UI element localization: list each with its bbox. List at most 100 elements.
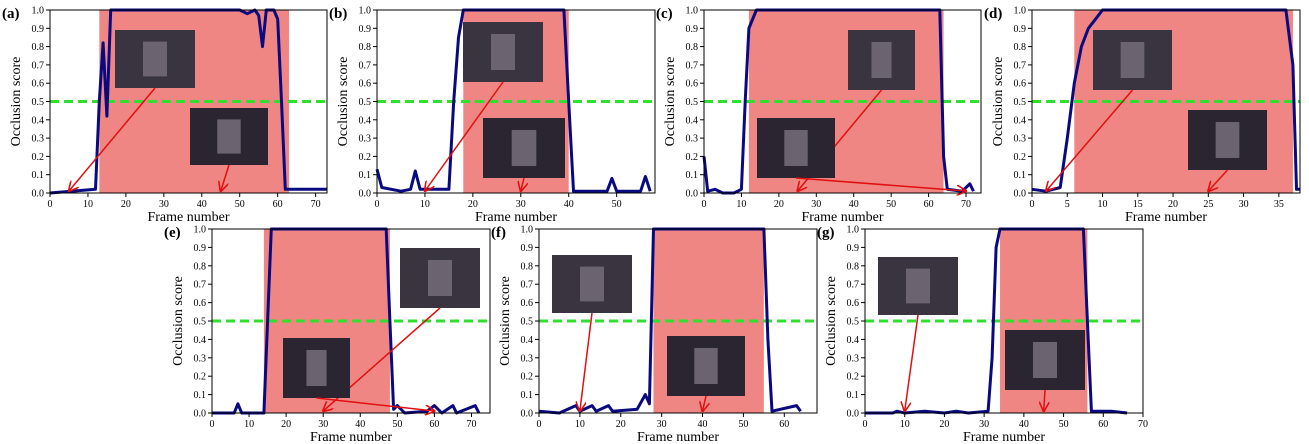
- panel-label: (c): [656, 6, 673, 22]
- thumbnail-highlight: [217, 119, 241, 154]
- x-tick-label: 5: [1065, 199, 1070, 210]
- x-axis-label: Frame number: [147, 210, 229, 225]
- pointer-arrow: [1044, 389, 1045, 411]
- y-axis-label: Occlusion score: [171, 276, 186, 366]
- y-tick-label: 0.8: [32, 42, 45, 53]
- y-tick-label: 0.7: [521, 280, 534, 291]
- y-tick-label: 0.6: [194, 298, 207, 309]
- x-tick-label: 30: [1239, 199, 1249, 210]
- y-tick-label: 1.0: [1014, 6, 1027, 17]
- x-tick-label: 20: [281, 419, 291, 430]
- y-tick-label: 0.1: [521, 390, 534, 401]
- score-line: [1031, 8, 1300, 193]
- thumbnail-highlight: [871, 42, 892, 78]
- panel: 0.0 0.1 0.2 0.3 0.4 0.5 0.6 0.7 0.8 0.9 1.0 0 10 20 30…: [656, 6, 982, 225]
- y-tick-label: 0.6: [521, 298, 534, 309]
- x-tick-label: 0: [702, 199, 707, 210]
- y-axis-label: Occlusion score: [663, 57, 678, 147]
- y-tick-label: 0.5: [1014, 97, 1027, 108]
- x-axis-label: Frame number: [475, 210, 557, 225]
- pointer-arrow: [316, 397, 435, 411]
- y-tick-label: 0.7: [194, 280, 207, 291]
- panel: 0.0 0.1 0.2 0.3 0.4 0.5 0.6 0.7 0.8 0.9 1.0 0 10 20 30…: [491, 225, 818, 444]
- x-tick-label: 10: [736, 199, 746, 210]
- y-axis-label: Occlusion score: [9, 57, 24, 147]
- thumbnail-highlight: [1120, 42, 1145, 78]
- y-tick-label: 0.0: [521, 409, 534, 420]
- x-tick-label: 30: [159, 199, 169, 210]
- x-tick-label: 35: [1274, 199, 1284, 210]
- y-tick-label: 0.9: [194, 243, 207, 254]
- y-tick-label: 0.2: [359, 152, 372, 163]
- y-tick-label: 0.6: [847, 298, 860, 309]
- y-tick-label: 0.4: [359, 115, 372, 126]
- x-tick-label: 0: [537, 419, 542, 430]
- y-tick-label: 0.1: [1014, 170, 1027, 181]
- x-tick-label: 30: [979, 419, 989, 430]
- y-tick-label: 0.4: [32, 115, 45, 126]
- y-tick-label: 0.8: [847, 261, 860, 272]
- y-tick-label: 0.4: [847, 335, 860, 346]
- y-tick-label: 0.1: [194, 390, 207, 401]
- panel: 0.0 0.1 0.2 0.3 0.4 0.5 0.6 0.7 0.8 0.9 1.0 0 10 20 30…: [329, 6, 656, 225]
- x-tick-label: 50: [1059, 419, 1069, 430]
- x-tick-label: 20: [1168, 199, 1178, 210]
- pointer-arrow: [1046, 89, 1134, 191]
- panel-label: (d): [984, 6, 1002, 22]
- x-tick-label: 10: [1098, 199, 1108, 210]
- y-tick-label: 0.5: [686, 97, 699, 108]
- x-axis-label: Frame number: [310, 430, 392, 444]
- y-tick-label: 0.3: [686, 134, 699, 145]
- y-tick-label: 0.2: [521, 372, 534, 383]
- x-tick-label: 60: [429, 419, 439, 430]
- y-tick-label: 0.2: [847, 372, 860, 383]
- y-tick-label: 0.6: [359, 79, 372, 90]
- y-tick-label: 0.8: [194, 261, 207, 272]
- pointer-arrow: [221, 164, 230, 191]
- thumbnail-highlight: [143, 41, 167, 77]
- y-tick-label: 0.5: [194, 317, 207, 328]
- pointer-arrow: [905, 314, 919, 411]
- y-tick-label: 0.7: [359, 60, 372, 71]
- y-tick-label: 0.6: [32, 79, 45, 90]
- panel: 0.0 0.1 0.2 0.3 0.4 0.5 0.6 0.7 0.8 0.9 1.0 0 10 20 30…: [2, 6, 328, 225]
- y-tick-label: 0.7: [32, 60, 45, 71]
- x-axis-label: Frame number: [1125, 210, 1207, 225]
- x-tick-label: 30: [516, 199, 526, 210]
- y-tick-label: 0.5: [521, 317, 534, 328]
- y-tick-label: 0.0: [194, 409, 207, 420]
- y-tick-label: 0.1: [359, 170, 372, 181]
- y-tick-label: 0.4: [1014, 115, 1027, 126]
- x-tick-label: 60: [924, 199, 934, 210]
- pointer-arrow: [69, 87, 156, 191]
- y-tick-label: 1.0: [194, 225, 207, 236]
- x-tick-label: 60: [273, 199, 283, 210]
- pointer-arrow: [425, 81, 504, 191]
- y-tick-label: 0.2: [686, 152, 699, 163]
- thumbnail-highlight: [1215, 122, 1240, 158]
- x-tick-label: 10: [83, 199, 93, 210]
- y-tick-label: 0.0: [847, 409, 860, 420]
- y-tick-label: 0.3: [194, 353, 207, 364]
- y-tick-label: 0.9: [359, 24, 372, 35]
- y-tick-label: 0.2: [1014, 152, 1027, 163]
- x-tick-label: 20: [468, 199, 478, 210]
- y-axis-label: Occlusion score: [336, 57, 351, 147]
- y-tick-label: 0.7: [1014, 60, 1027, 71]
- y-tick-label: 0.9: [32, 24, 45, 35]
- y-tick-label: 1.0: [359, 6, 372, 17]
- y-tick-label: 0.7: [847, 280, 860, 291]
- y-tick-label: 0.4: [194, 335, 207, 346]
- x-tick-label: 30: [811, 199, 821, 210]
- x-tick-label: 50: [886, 199, 896, 210]
- panel: 0.0 0.1 0.2 0.3 0.4 0.5 0.6 0.7 0.8 0.9 1.0 0 10 20 30…: [164, 225, 491, 444]
- x-tick-label: 0: [375, 199, 380, 210]
- y-tick-label: 0.8: [521, 261, 534, 272]
- x-tick-label: 0: [48, 199, 53, 210]
- x-tick-label: 40: [698, 419, 708, 430]
- y-tick-label: 0.1: [32, 170, 45, 181]
- y-tick-label: 1.0: [686, 6, 699, 17]
- y-tick-label: 0.5: [847, 317, 860, 328]
- x-tick-label: 70: [466, 419, 476, 430]
- x-tick-label: 60: [1098, 419, 1108, 430]
